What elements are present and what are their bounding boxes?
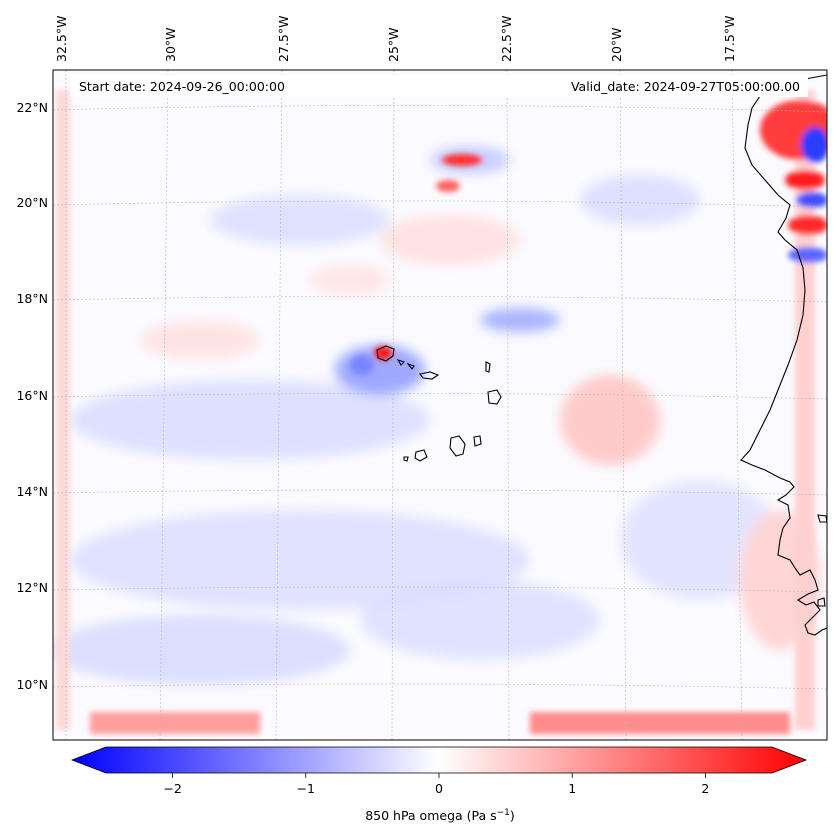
colorbar-label: 850 hPa omega (Pa s−1) bbox=[365, 808, 515, 823]
colorbar-ticks: −2 −1 0 1 2 bbox=[163, 773, 709, 796]
lon-label-27-5w: 27.5°W bbox=[276, 16, 291, 62]
lon-label-32-5w: 32.5°W bbox=[54, 16, 69, 62]
lon-label-22-5w: 22.5°W bbox=[499, 16, 514, 62]
date-banner bbox=[70, 75, 808, 97]
colorbar-tick-label: −2 bbox=[163, 781, 181, 796]
lat-label-18n: 18°N bbox=[16, 291, 48, 306]
lat-label-12n: 12°N bbox=[16, 580, 48, 595]
colorbar: −2 −1 0 1 2 850 hPa omega (Pa s−1) bbox=[70, 746, 808, 823]
lat-label-16n: 16°N bbox=[16, 388, 48, 403]
map-panel bbox=[53, 70, 827, 740]
lon-label-17-5w: 17.5°W bbox=[722, 16, 737, 62]
latitude-labels: 22°N 20°N 18°N 16°N 14°N 12°N 10°N bbox=[16, 100, 48, 692]
colorbar-bar bbox=[70, 746, 808, 774]
colorbar-tick-label: 0 bbox=[435, 781, 443, 796]
lon-label-25w: 25°W bbox=[386, 27, 401, 62]
lat-label-22n: 22°N bbox=[16, 100, 48, 115]
lon-label-30w: 30°W bbox=[163, 27, 178, 62]
map-frame bbox=[52, 69, 828, 741]
lat-label-14n: 14°N bbox=[16, 484, 48, 499]
african-coastline bbox=[740, 74, 827, 636]
valid-date: Valid_date: 2024-09-27T05:00:00.00 bbox=[571, 79, 800, 94]
lat-label-10n: 10°N bbox=[16, 677, 48, 692]
colorbar-tick-label: −1 bbox=[297, 781, 315, 796]
colorbar-tick-label: 2 bbox=[701, 781, 709, 796]
omega-field bbox=[53, 146, 820, 685]
lon-label-20w: 20°W bbox=[609, 27, 624, 62]
lat-label-20n: 20°N bbox=[16, 195, 48, 210]
colorbar-tick-label: 1 bbox=[568, 781, 576, 796]
longitude-labels: 32.5°W 30°W 27.5°W 25°W 22.5°W 20°W 17.5… bbox=[54, 16, 737, 62]
start-date: Start date: 2024-09-26_00:00:00 bbox=[79, 79, 285, 94]
cape-verde-islands bbox=[376, 345, 502, 462]
